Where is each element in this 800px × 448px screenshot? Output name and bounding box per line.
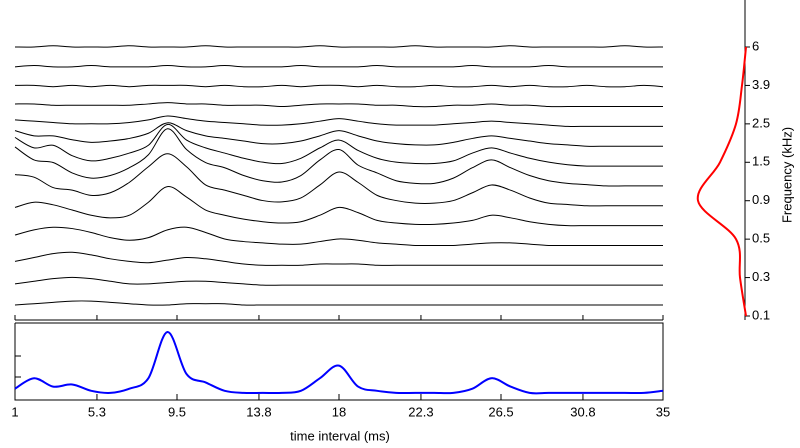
trace	[14, 153, 663, 207]
y-tick-label: 1.5	[752, 154, 770, 169]
y-tick-label: 0.3	[752, 269, 770, 284]
trace	[14, 276, 664, 286]
y-axis-label: Frequency (kHz)	[779, 127, 794, 223]
trace	[14, 251, 663, 266]
y-tick-label: 3.9	[752, 77, 770, 92]
trace	[14, 186, 663, 227]
y-tick-label: 6	[752, 38, 759, 53]
x-tick-label: 18	[332, 404, 346, 419]
x-tick-label: 22.3	[408, 404, 433, 419]
summary-line	[14, 331, 664, 395]
x-tick-label: 5.3	[88, 404, 106, 419]
y-tick-label: 2.5	[752, 115, 770, 130]
trace-fill	[15, 300, 663, 307]
trace	[14, 65, 663, 68]
trace	[14, 123, 663, 167]
x-tick-label: 13.8	[246, 404, 271, 419]
trace	[14, 128, 663, 187]
y-tick-label: 0.9	[752, 192, 770, 207]
x-axis-label: time interval (ms)	[290, 428, 390, 443]
trace-fill	[15, 277, 663, 288]
trace	[14, 300, 663, 306]
trace-fill	[15, 186, 663, 228]
profile-line	[696, 46, 747, 317]
trace	[14, 45, 664, 48]
trace	[14, 102, 663, 108]
trace	[14, 122, 663, 147]
x-tick-label: 9.5	[168, 404, 186, 419]
trace	[14, 84, 664, 88]
x-tick-label: 26.5	[488, 404, 513, 419]
x-tick-label: 30.8	[570, 404, 595, 419]
trace	[14, 115, 663, 127]
x-tick-label: 35	[656, 404, 670, 419]
panel-frame	[14, 322, 664, 401]
y-tick-label: 0.5	[752, 231, 770, 246]
trace-fill	[15, 252, 663, 268]
trace-fill	[15, 227, 663, 248]
trace-fill	[15, 102, 663, 109]
x-tick-label: 1	[11, 404, 18, 419]
y-tick-label: 0.1	[752, 307, 770, 322]
trace	[14, 226, 663, 247]
